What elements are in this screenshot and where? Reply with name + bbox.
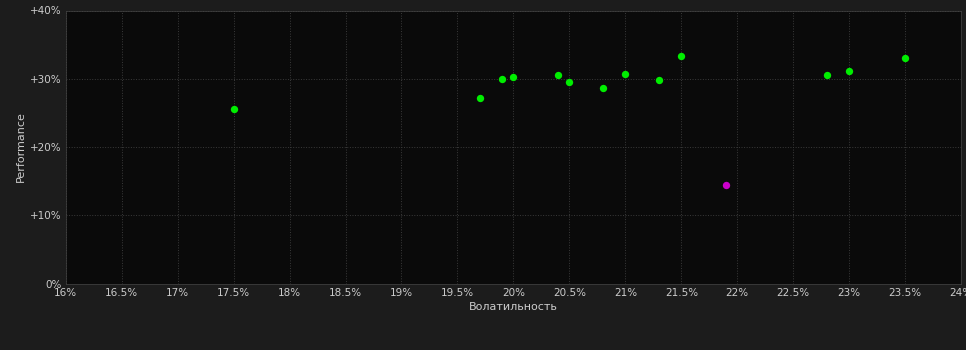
- Point: [819, 72, 835, 78]
- Point: [651, 77, 667, 83]
- Point: [506, 75, 522, 80]
- Point: [226, 107, 242, 112]
- X-axis label: Волатильность: Волатильность: [469, 302, 558, 312]
- Y-axis label: Performance: Performance: [15, 112, 26, 182]
- Point: [561, 79, 577, 85]
- Point: [472, 95, 488, 101]
- Point: [617, 71, 633, 77]
- Point: [495, 76, 510, 82]
- Point: [897, 55, 913, 61]
- Point: [595, 85, 611, 90]
- Point: [841, 68, 857, 74]
- Point: [719, 182, 734, 187]
- Point: [551, 72, 566, 78]
- Point: [673, 54, 689, 59]
